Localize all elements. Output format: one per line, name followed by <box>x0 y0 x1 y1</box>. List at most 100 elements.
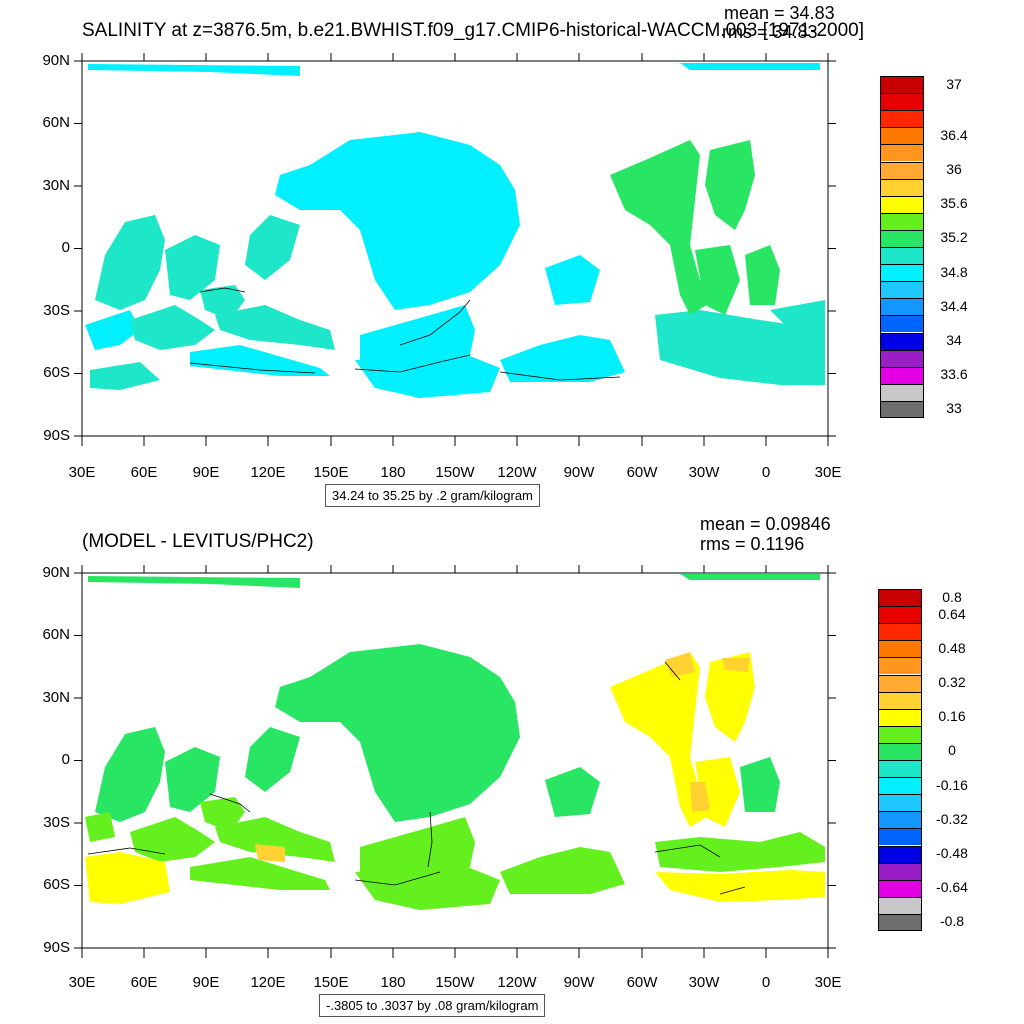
legend-frame <box>878 589 922 931</box>
lon-label: 90W <box>563 974 595 991</box>
legend-label: 0.32 <box>938 674 966 691</box>
legend-label: -0.32 <box>936 810 968 827</box>
lon-label: 0 <box>761 464 771 481</box>
color-legend: -0.8 -0.64 -0.48 -0.32 -0.16 0 0.16 0.32 0.48 0.6… <box>878 589 968 931</box>
lat-label: 60N <box>42 114 70 131</box>
legend-label: -0.64 <box>936 879 968 896</box>
legend-label: 36.4 <box>940 126 968 143</box>
salinity-field <box>85 63 825 398</box>
legend-swatch <box>880 281 924 299</box>
legend-label: 33 <box>946 400 962 417</box>
difference-map-panel: (MODEL - LEVITUS/PHC2) mean = 0.09846 rm… <box>0 512 1024 1024</box>
lon-label: 180 <box>380 974 406 991</box>
legend-swatch <box>880 93 924 111</box>
legend-label: 36 <box>946 161 962 178</box>
rms-stat: rms = 34.83 <box>722 22 818 42</box>
legend-swatch <box>880 212 924 230</box>
legend-label: 35.2 <box>940 229 968 246</box>
lon-label: 60E <box>130 974 158 991</box>
lat-label: 90N <box>42 52 70 69</box>
legend-swatch <box>878 725 922 743</box>
lat-label: 60S <box>43 364 70 381</box>
legend-swatch <box>878 691 922 709</box>
salinity-map-panel: SALINITY at z=3876.5m, b.e21.BWHIST.f09_… <box>42 3 968 507</box>
lat-label: 90S <box>43 939 70 956</box>
legend-swatch <box>880 332 924 350</box>
lon-label: 90W <box>563 464 595 481</box>
lon-label: 120W <box>497 464 537 481</box>
lon-label: 60W <box>626 974 658 991</box>
lon-label: 60E <box>130 464 158 481</box>
legend-swatch <box>878 896 922 914</box>
lon-label: 30E <box>68 974 96 991</box>
legend-label: -0.8 <box>939 913 965 930</box>
legend-swatch <box>878 640 922 658</box>
legend-swatch <box>880 247 924 265</box>
legend-swatch <box>880 298 924 316</box>
lat-label: 0 <box>61 239 70 256</box>
legend-swatch <box>880 110 924 128</box>
legend-swatch <box>880 366 924 384</box>
legend-label: 37 <box>946 75 962 92</box>
legend-swatch <box>878 862 922 880</box>
mean-stat: mean = 0.09846 <box>700 514 831 534</box>
lon-label: 180 <box>380 464 406 481</box>
lon-label: 0 <box>761 974 771 991</box>
axis-ticks <box>74 53 836 446</box>
legend-swatch <box>878 913 922 931</box>
lat-label: 30S <box>43 302 70 319</box>
legend-swatch <box>878 657 922 675</box>
legend-label: 35.6 <box>940 195 968 212</box>
contour-info-box: -.3805 to .3037 by .08 gram/kilogram <box>319 994 546 1017</box>
lon-label: 30E <box>814 974 842 991</box>
legend-label: -0.48 <box>936 845 968 862</box>
map-title: (MODEL - LEVITUS/PHC2) <box>82 531 314 552</box>
contour-lines <box>189 287 621 381</box>
lon-label: 30E <box>814 464 842 481</box>
legend-swatch <box>880 349 924 367</box>
legend-swatch <box>880 144 924 162</box>
lat-label: 0 <box>61 751 70 768</box>
difference-field <box>85 574 825 910</box>
legend-label: 0 <box>948 742 956 759</box>
legend-label: 0.64 <box>938 605 966 622</box>
lat-label: 30N <box>42 689 70 706</box>
lon-label: 150W <box>435 464 475 481</box>
legend-swatch <box>880 315 924 333</box>
mean-stat: mean = 34.83 <box>724 3 835 23</box>
legend-swatch <box>880 178 924 196</box>
legend-swatch <box>878 845 922 863</box>
legend-label: 34 <box>946 332 962 349</box>
legend-swatch <box>880 400 924 418</box>
legend-swatch <box>880 161 924 179</box>
legend-label: 34.8 <box>940 263 968 280</box>
legend-swatch <box>878 760 922 778</box>
legend-swatch <box>880 264 924 282</box>
lon-label: 90E <box>192 974 220 991</box>
legend-frame <box>880 76 924 418</box>
lon-label: 60W <box>626 464 658 481</box>
legend-swatch <box>878 811 922 829</box>
color-legend: 33 33.6 34 34.4 34.8 35.2 35.6 36 36.4 37 <box>880 76 968 418</box>
lat-label: 60S <box>43 876 70 893</box>
legend-swatch <box>878 828 922 846</box>
legend-swatch <box>878 674 922 692</box>
legend-label: 33.6 <box>940 366 968 383</box>
contour-info-box: 34.24 to 35.25 by .2 gram/kilogram <box>325 484 540 507</box>
legend-label: -0.16 <box>936 776 968 793</box>
legend-swatch <box>880 229 924 247</box>
lat-label: 30N <box>42 177 70 194</box>
lon-label: 30W <box>688 464 720 481</box>
legend-swatch <box>878 742 922 760</box>
legend-label: 0.8 <box>942 588 962 605</box>
lon-label: 120W <box>497 974 537 991</box>
lat-label: 60N <box>42 626 70 643</box>
legend-label: 0.16 <box>938 708 966 725</box>
legend-swatch <box>878 606 922 624</box>
legend-swatch <box>878 794 922 812</box>
legend-swatch <box>878 777 922 795</box>
legend-swatch <box>878 879 922 897</box>
lon-label: 150E <box>313 974 349 991</box>
lon-label: 150W <box>435 974 475 991</box>
legend-swatch <box>880 195 924 213</box>
